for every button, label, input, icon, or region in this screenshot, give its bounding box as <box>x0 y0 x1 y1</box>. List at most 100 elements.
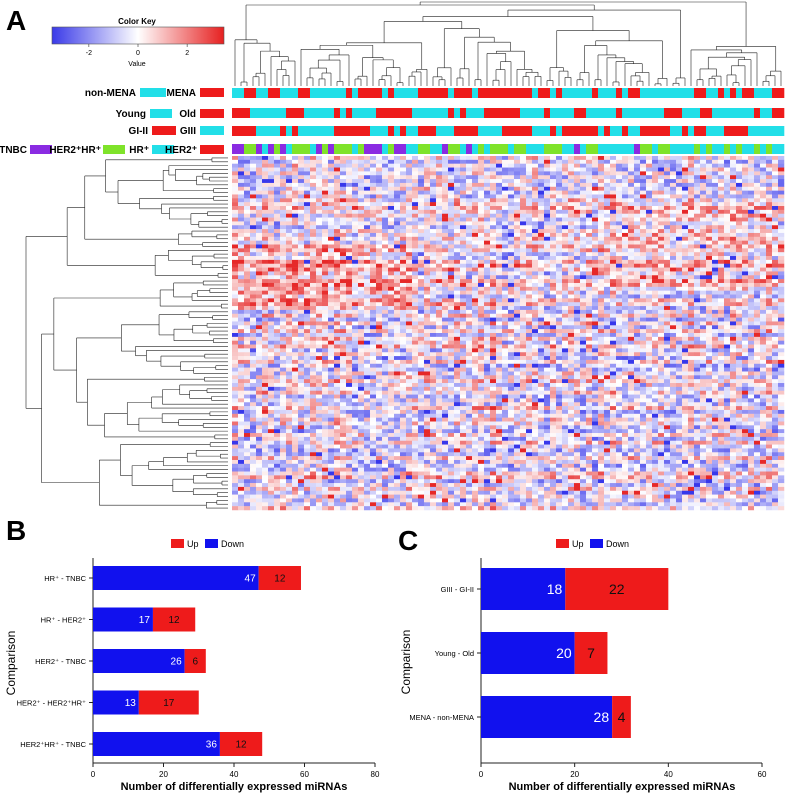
heatmap-cell <box>250 159 257 164</box>
heatmap-cell <box>232 259 239 264</box>
annotation-cell <box>724 126 731 136</box>
heatmap-cell <box>748 340 755 345</box>
heatmap-cell <box>736 182 743 188</box>
heatmap-cell <box>574 309 581 315</box>
heatmap-cell <box>742 232 749 238</box>
heatmap-cell <box>610 306 617 311</box>
heatmap-cell <box>676 286 683 291</box>
heatmap-cell <box>622 213 629 218</box>
heatmap-cell <box>448 179 455 184</box>
heatmap-cell <box>406 306 413 311</box>
heatmap-cell <box>472 256 479 261</box>
heatmap-cell <box>628 232 635 238</box>
heatmap-cell <box>256 290 263 295</box>
heatmap-cell <box>538 290 545 295</box>
heatmap-cell <box>718 206 725 211</box>
heatmap-cell <box>748 309 755 315</box>
heatmap-cell <box>478 329 485 334</box>
heatmap-cell <box>502 321 509 326</box>
heatmap-cell <box>514 271 521 276</box>
heatmap-cell <box>670 232 677 238</box>
heatmap-cell <box>772 179 779 184</box>
heatmap-cell <box>628 236 635 241</box>
heatmap-cell <box>520 194 527 199</box>
heatmap-cell <box>616 329 623 334</box>
heatmap-cell <box>430 298 437 303</box>
heatmap-cell <box>742 333 749 338</box>
heatmap-cell <box>646 271 653 276</box>
heatmap-cell <box>370 198 377 203</box>
heatmap-cell <box>346 279 353 284</box>
heatmap-cell <box>274 298 281 303</box>
heatmap-cell <box>718 244 725 249</box>
heatmap-cell <box>412 286 419 291</box>
heatmap-cell <box>298 248 305 253</box>
heatmap-cell <box>556 317 563 322</box>
heatmap-cell <box>586 217 593 222</box>
heatmap-cell <box>460 167 467 172</box>
heatmap-cell <box>766 279 773 284</box>
heatmap-cell <box>694 213 701 218</box>
heatmap-cell <box>634 229 641 234</box>
heatmap-cell <box>622 217 629 222</box>
heatmap-cell <box>664 179 671 184</box>
heatmap-cell <box>298 225 305 230</box>
heatmap-cell <box>466 321 473 326</box>
heatmap-cell <box>640 252 647 257</box>
heatmap-cell <box>418 236 425 241</box>
heatmap-cell <box>772 206 779 211</box>
heatmap-cell <box>232 309 239 315</box>
heatmap-cell <box>526 344 533 349</box>
heatmap-cell <box>610 267 617 272</box>
heatmap-cell <box>562 313 569 318</box>
heatmap-cell <box>544 309 551 315</box>
heatmap-cell <box>256 267 263 272</box>
heatmap-cell <box>670 325 677 330</box>
heatmap-cell <box>514 190 521 195</box>
heatmap-cell <box>334 202 341 207</box>
heatmap-cell <box>706 175 713 180</box>
heatmap-cell <box>604 229 611 234</box>
heatmap-cell <box>508 194 515 199</box>
heatmap-cell <box>412 167 419 172</box>
heatmap-cell <box>754 306 761 311</box>
heatmap-cell <box>592 263 599 268</box>
heatmap-cell <box>394 336 401 341</box>
heatmap-cell <box>466 206 473 211</box>
heatmap-cell <box>370 321 377 326</box>
heatmap-cell <box>592 329 599 334</box>
heatmap-cell <box>490 294 497 299</box>
heatmap-cell <box>508 206 515 211</box>
annotation-cell <box>586 88 593 98</box>
heatmap-cell <box>334 313 341 318</box>
heatmap-cell <box>742 309 749 315</box>
annotation-cell <box>472 126 479 136</box>
heatmap-cell <box>526 294 533 299</box>
heatmap-cell <box>466 156 473 161</box>
heatmap-cell <box>628 271 635 276</box>
heatmap-cell <box>388 267 395 272</box>
annotation-cell <box>466 88 473 98</box>
annotation-cell <box>598 126 605 136</box>
heatmap-cell <box>304 340 311 345</box>
heatmap-cell <box>340 232 347 238</box>
heatmap-cell <box>472 340 479 345</box>
heatmap-cell <box>370 263 377 268</box>
heatmap-cell <box>526 340 533 345</box>
heatmap-cell <box>622 309 629 315</box>
heatmap-cell <box>352 263 359 268</box>
heatmap-cell <box>256 159 263 164</box>
heatmap-cell <box>760 259 767 264</box>
heatmap-cell <box>340 252 347 257</box>
heatmap-cell <box>574 240 581 245</box>
heatmap-cell <box>622 256 629 261</box>
heatmap-cell <box>484 229 491 234</box>
annotation-cell <box>520 126 527 136</box>
heatmap-cell <box>664 190 671 195</box>
heatmap-cell <box>466 333 473 338</box>
heatmap-cell <box>754 275 761 280</box>
heatmap-cell <box>562 186 569 191</box>
annotation-cell <box>574 126 581 136</box>
heatmap-cell <box>718 340 725 345</box>
heatmap-cell <box>724 159 731 164</box>
